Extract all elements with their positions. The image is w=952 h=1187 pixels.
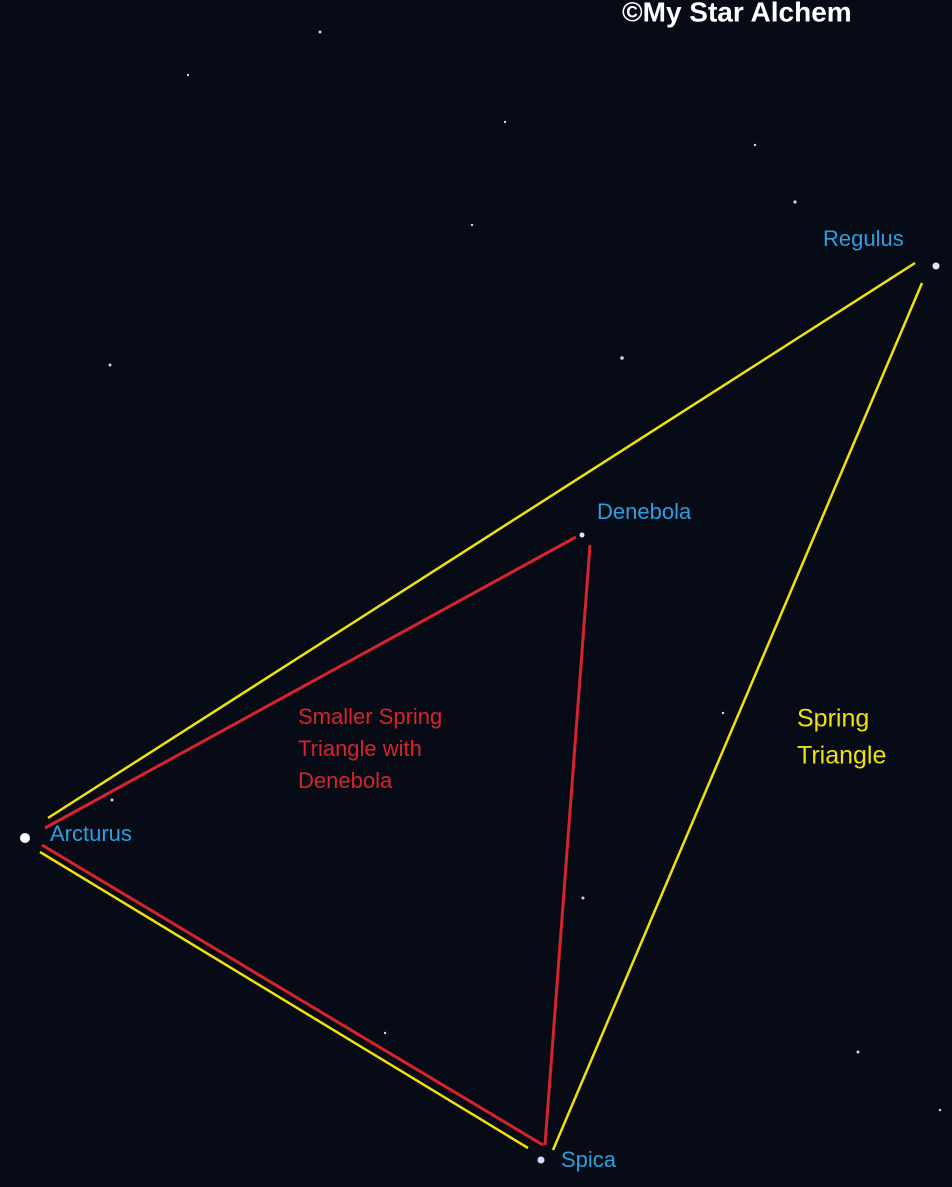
star-dot [383, 1031, 387, 1035]
star-dot [503, 120, 507, 124]
star-dot [110, 798, 114, 802]
annotation: Spring [797, 705, 869, 733]
star-dot [938, 1108, 942, 1112]
triangle-edge [47, 261, 916, 820]
spring-triangle [39, 261, 924, 1151]
star [579, 532, 585, 538]
star [932, 262, 940, 270]
star-dot [186, 73, 190, 77]
named-stars [20, 262, 940, 1164]
triangle-edge [543, 544, 592, 1146]
smaller-triangle [41, 535, 592, 1147]
background-stars [108, 30, 942, 1112]
triangle-edge [551, 282, 924, 1151]
star [537, 1156, 545, 1164]
star-dot [721, 711, 725, 715]
watermark: ©My Star Alchem [622, 0, 852, 27]
star-dot [581, 896, 585, 900]
star-dot [470, 223, 474, 227]
star-dot [620, 356, 624, 360]
annotation: Triangle [797, 742, 886, 770]
star-dot [793, 200, 797, 204]
triangle-edge [39, 850, 529, 1150]
annotation: Smaller Spring [298, 704, 442, 729]
star [20, 833, 30, 843]
star-label: Arcturus [50, 821, 132, 846]
annotation: Triangle with [298, 736, 422, 761]
star-dot [108, 363, 112, 367]
annotation: Denebola [298, 768, 393, 793]
star-label: Denebola [597, 499, 692, 524]
star-dot [753, 143, 757, 147]
star-dot [856, 1050, 860, 1054]
triangle-edge [41, 843, 544, 1147]
star-label: Spica [561, 1147, 617, 1172]
star-dot [318, 30, 322, 34]
star-label: Regulus [823, 226, 904, 251]
triangle-edge [44, 535, 577, 830]
